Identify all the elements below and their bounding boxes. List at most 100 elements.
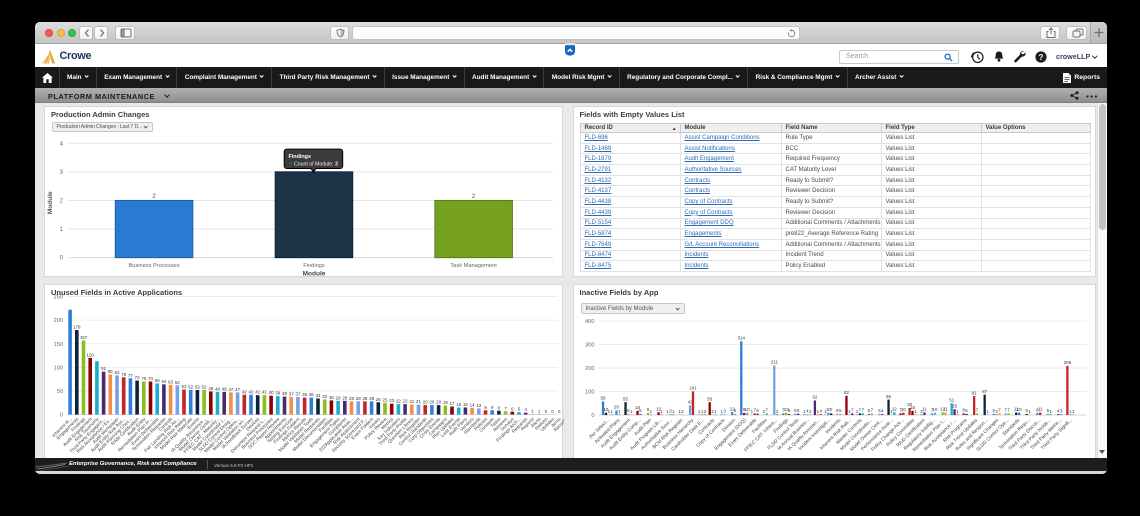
svg-text:15: 15 [456,401,461,406]
svg-text:5: 5 [1025,408,1028,413]
svg-text:5: 5 [518,406,521,411]
svg-text:10: 10 [1016,406,1021,411]
svg-text:200: 200 [54,318,63,324]
svg-text:18: 18 [910,405,915,410]
svg-text:2: 2 [152,193,156,199]
svg-text:12: 12 [729,406,734,411]
svg-text:64: 64 [161,378,166,383]
svg-text:2: 2 [762,408,765,413]
svg-text:37: 37 [295,391,300,396]
svg-text:40: 40 [269,390,274,395]
svg-text:3: 3 [60,169,64,175]
svg-text:7: 7 [858,407,861,412]
svg-text:5: 5 [992,408,995,413]
svg-text:150: 150 [54,341,63,347]
svg-text:7: 7 [504,405,507,410]
svg-text:1: 1 [618,408,621,413]
svg-text:52: 52 [188,384,193,389]
svg-text:8: 8 [1036,407,1039,412]
svg-text:79: 79 [121,371,126,376]
svg-text:5: 5 [1046,408,1049,413]
svg-text:5: 5 [867,408,870,413]
svg-text:2: 2 [681,408,684,413]
svg-text:0: 0 [591,413,594,419]
svg-text:25: 25 [383,397,388,402]
svg-text:55: 55 [623,396,628,401]
svg-text:9: 9 [742,407,745,412]
svg-text:1: 1 [672,408,675,413]
svg-text:400: 400 [585,319,594,325]
svg-text:6: 6 [878,407,881,412]
svg-text:18: 18 [635,405,640,410]
svg-text:50: 50 [57,388,63,394]
svg-text:21: 21 [416,399,421,404]
svg-text:20: 20 [429,399,434,404]
svg-text:5: 5 [639,408,642,413]
svg-text:10: 10 [744,406,749,411]
svg-text:62: 62 [812,394,817,399]
svg-text:26: 26 [376,396,381,401]
svg-text:29: 29 [342,395,347,400]
svg-text:7: 7 [861,407,864,412]
svg-text:11: 11 [1037,406,1042,411]
svg-text:10: 10 [825,406,830,411]
svg-text:179: 179 [73,324,81,329]
svg-text:21: 21 [409,399,414,404]
svg-text:83: 83 [115,369,120,374]
svg-text:87: 87 [982,388,987,393]
svg-text:63: 63 [168,379,173,384]
svg-text:Findings: Findings [289,153,311,159]
svg-text:6: 6 [836,407,839,412]
svg-text:28: 28 [349,395,354,400]
svg-text:Business Processes: Business Processes [128,262,179,268]
svg-text:157: 157 [80,334,88,339]
svg-text:66: 66 [155,377,160,382]
svg-text:1: 1 [678,408,681,413]
svg-text:10: 10 [783,406,788,411]
svg-text:Task Management: Task Management [450,262,497,268]
svg-text:62: 62 [175,379,180,384]
svg-text:100: 100 [54,365,63,371]
svg-text:7: 7 [753,407,756,412]
svg-text:0: 0 [60,255,64,261]
svg-text:Findings: Findings [303,262,325,268]
svg-text:300: 300 [585,342,594,348]
svg-text:1: 1 [986,408,989,413]
svg-text:41: 41 [255,389,260,394]
svg-text:77: 77 [128,372,133,377]
svg-text:23: 23 [389,398,394,403]
svg-text:1: 1 [531,408,534,413]
svg-text:49: 49 [208,385,213,390]
svg-text:2: 2 [808,408,811,413]
svg-text:25: 25 [952,403,957,408]
svg-text:72: 72 [135,375,140,380]
svg-text:10: 10 [932,406,937,411]
svg-text:1: 1 [700,408,703,413]
svg-text:?: ? [1039,53,1044,62]
svg-text:55: 55 [707,396,712,401]
svg-text:1: 1 [60,227,64,233]
svg-text:1: 1 [697,408,700,413]
svg-text:7: 7 [899,407,902,412]
svg-text:19: 19 [443,400,448,405]
svg-text:7: 7 [782,407,785,412]
svg-text:Records: Records [553,415,564,431]
svg-text:11: 11 [943,406,948,411]
svg-text:6: 6 [756,407,759,412]
svg-text:34: 34 [316,393,321,398]
svg-text:9: 9 [484,404,487,409]
svg-text:17: 17 [450,401,455,406]
svg-text:28: 28 [356,395,361,400]
svg-text:47: 47 [235,386,240,391]
svg-text:4: 4 [1057,408,1060,413]
svg-text:1: 1 [649,408,652,413]
svg-text:13: 13 [476,402,481,407]
svg-text:66: 66 [886,393,891,398]
svg-text:3: 3 [669,408,672,413]
svg-text:36: 36 [302,392,307,397]
svg-text:3: 3 [723,408,726,413]
svg-text:9: 9 [646,407,649,412]
svg-text:22: 22 [403,398,408,403]
svg-text:0: 0 [545,409,548,414]
svg-text:70: 70 [148,376,153,381]
